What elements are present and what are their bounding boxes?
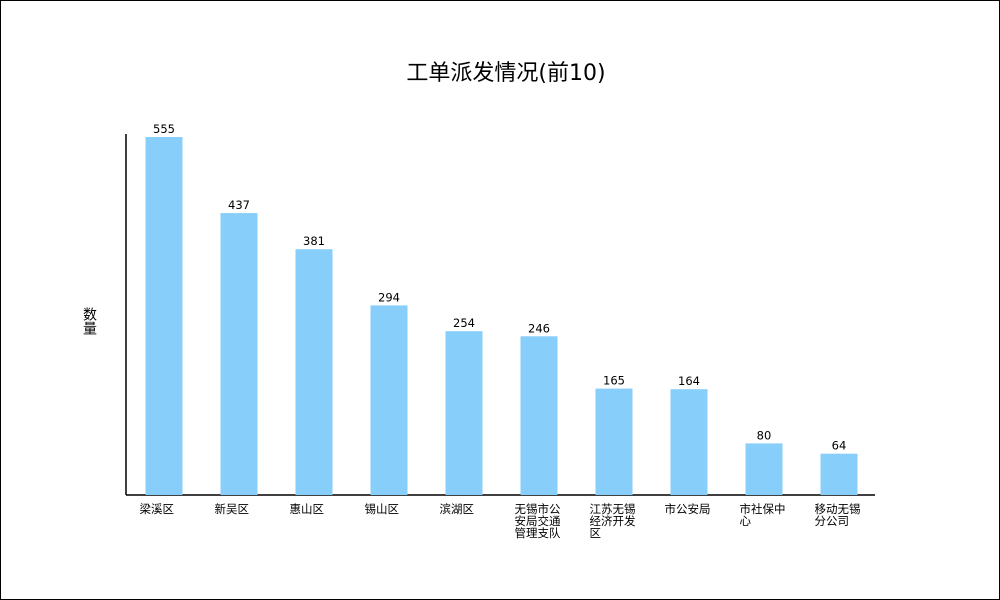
bar-value-label: 164 bbox=[678, 374, 700, 388]
x-tick-label: 移动无锡分公司 bbox=[815, 502, 861, 528]
x-tick-label: 新吴区 bbox=[215, 502, 250, 516]
bar bbox=[220, 213, 258, 495]
chart-title: 工单派发情况(前10) bbox=[406, 61, 605, 86]
bar-value-label: 555 bbox=[153, 122, 175, 136]
x-tick-label: 惠山区 bbox=[290, 502, 325, 516]
x-tick-label: 市公安局 bbox=[665, 502, 711, 516]
bar bbox=[145, 137, 183, 495]
x-tick-label: 锡山区 bbox=[365, 502, 400, 516]
bar bbox=[370, 305, 408, 495]
bar bbox=[520, 336, 558, 495]
bar-value-label: 381 bbox=[303, 234, 325, 248]
bar-value-label: 437 bbox=[228, 198, 250, 212]
bar-value-label: 80 bbox=[757, 428, 772, 442]
bar bbox=[295, 249, 333, 495]
bars-group bbox=[145, 137, 858, 495]
value-labels-group: 555 437 381 294 254 246 165 164 80 64 bbox=[153, 122, 846, 453]
bar-value-label: 254 bbox=[453, 316, 475, 330]
bar-value-label: 64 bbox=[832, 439, 847, 453]
x-tick-label: 市社保中心 bbox=[740, 502, 786, 528]
x-tick-label: 梁溪区 bbox=[140, 502, 175, 516]
x-tick-label: 无锡市公安局交通管理支队 bbox=[515, 502, 561, 540]
bar bbox=[820, 453, 858, 495]
x-tick-label: 江苏无锡经济开发区 bbox=[590, 502, 636, 540]
y-axis-label: 数量 bbox=[81, 307, 97, 335]
bar-value-label: 165 bbox=[603, 374, 625, 388]
bar-value-label: 294 bbox=[378, 290, 400, 304]
bar bbox=[745, 443, 783, 495]
bar bbox=[445, 331, 483, 495]
x-tick-label: 滨湖区 bbox=[440, 502, 475, 516]
bar bbox=[670, 389, 708, 495]
bar bbox=[595, 388, 633, 495]
bar-value-label: 246 bbox=[528, 321, 550, 335]
